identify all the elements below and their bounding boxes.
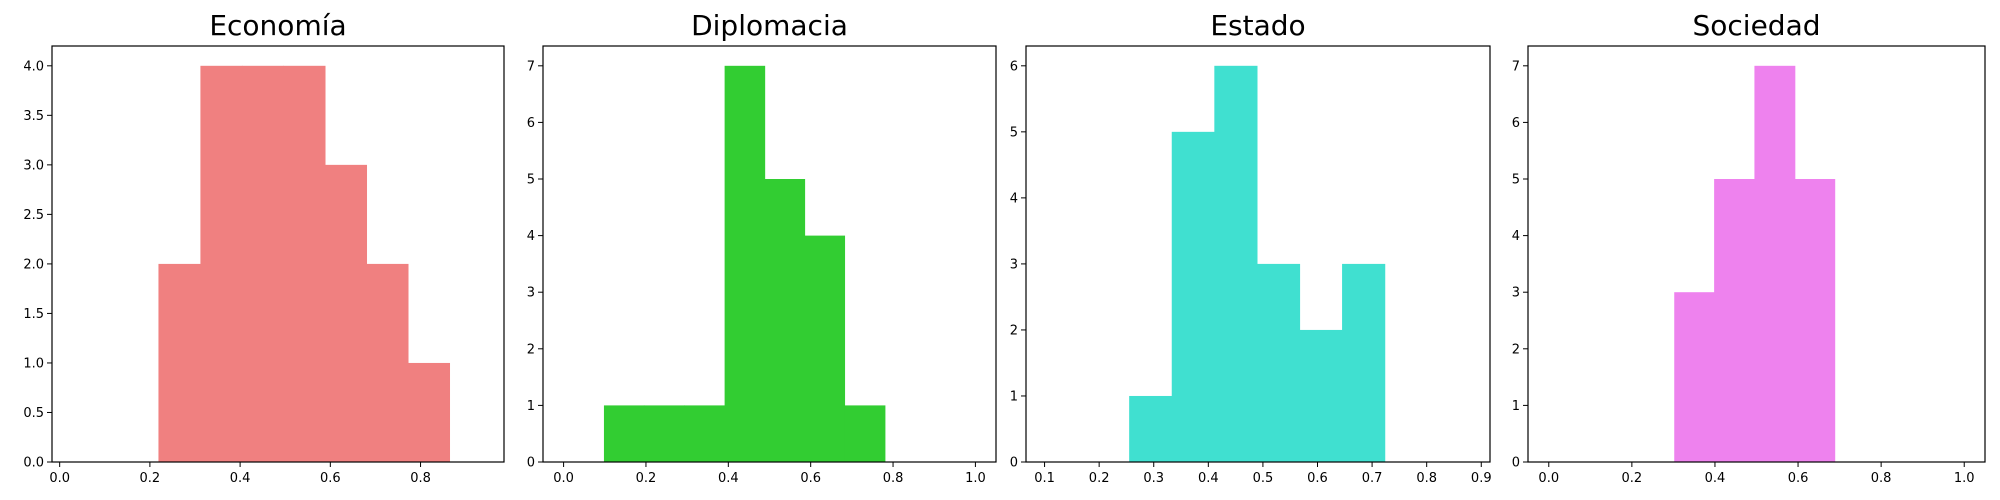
y-tick-label: 0 — [527, 456, 535, 471]
histogram-panel: 0.0 0.2 0.4 0.6 0.8 1.0 0 1 2 3 4 5 6 7 Diplomacia — [527, 9, 997, 486]
x-tick-label: 0.0 — [1538, 471, 1559, 486]
histogram-bar — [1129, 395, 1173, 462]
x-tick-label: 0.6 — [1788, 471, 1809, 486]
axes-frame — [542, 45, 997, 463]
x-tick-label: 0.0 — [49, 471, 70, 486]
y-tick-label: 1 — [1010, 389, 1018, 404]
histogram-bar — [324, 164, 368, 462]
y-tick-label: 3 — [1512, 286, 1520, 301]
y-tick-label: 1.0 — [23, 356, 44, 371]
histogram-bar — [283, 65, 326, 463]
x-tick-label: 0.4 — [1705, 471, 1726, 486]
y-tick-label: 3.5 — [23, 109, 44, 124]
y-tick-label: 2.0 — [23, 257, 44, 272]
histogram-bar — [200, 65, 243, 463]
histogram-bar — [1171, 131, 1215, 463]
histogram-bar — [603, 405, 645, 462]
y-tick-label: 5 — [527, 173, 535, 188]
histogram-bar — [407, 362, 451, 462]
histogram-panel: 0.0 0.2 0.4 0.6 0.8 1.0 0 1 2 3 4 5 6 7 Sociedad — [1512, 9, 1986, 486]
y-tick-label: 5 — [1010, 125, 1018, 140]
histogram-bar — [158, 263, 202, 462]
x-tick-label: 0.8 — [1416, 471, 1437, 486]
chart-title: Sociedad — [1692, 9, 1820, 42]
y-tick-label: 6 — [527, 116, 535, 131]
y-tick-label: 1 — [527, 399, 535, 414]
axes-frame — [1025, 45, 1491, 463]
y-tick-label: 4 — [1512, 229, 1520, 244]
y-tick-label: 2 — [1010, 323, 1018, 338]
histogram-bar — [1214, 65, 1258, 463]
histogram-bar — [1794, 179, 1836, 462]
x-tick-label: 0.4 — [1198, 471, 1219, 486]
x-tick-label: 0.9 — [1471, 471, 1492, 486]
histogram-bar — [1256, 263, 1301, 462]
histogram-bar — [1714, 179, 1756, 462]
y-tick-label: 2.5 — [23, 208, 44, 223]
x-tick-label: 1.0 — [965, 471, 986, 486]
histogram-bar — [844, 405, 886, 462]
y-tick-label: 7 — [1512, 59, 1520, 74]
chart-title: Diplomacia — [691, 9, 848, 42]
histogram-bar — [366, 263, 409, 462]
y-tick-label: 7 — [527, 59, 535, 74]
x-tick-label: 1.0 — [1954, 471, 1975, 486]
x-tick-label: 0.3 — [1143, 471, 1164, 486]
y-tick-label: 5 — [1512, 173, 1520, 188]
y-tick-label: 0.0 — [23, 456, 44, 471]
x-tick-label: 0.2 — [1622, 471, 1643, 486]
x-tick-label: 0.6 — [1307, 471, 1328, 486]
x-tick-label: 0.6 — [320, 471, 341, 486]
histogram-bar — [724, 65, 766, 463]
histogram-bar — [1754, 65, 1796, 463]
y-tick-label: 4.0 — [23, 59, 44, 74]
histogram-bar — [1674, 292, 1715, 462]
x-tick-label: 0.2 — [140, 471, 161, 486]
y-tick-label: 0 — [1010, 456, 1018, 471]
y-tick-label: 6 — [1010, 59, 1018, 74]
histogram-bar — [764, 179, 806, 462]
x-tick-label: 0.8 — [1871, 471, 1892, 486]
histogram-bar — [643, 405, 685, 462]
histogram-bar — [804, 235, 846, 462]
x-tick-label: 0.2 — [636, 471, 657, 486]
y-tick-label: 0.5 — [23, 406, 44, 421]
x-tick-label: 0.8 — [883, 471, 904, 486]
x-tick-label: 0.2 — [1089, 471, 1110, 486]
y-tick-label: 3 — [1010, 257, 1018, 272]
axes-frame — [51, 45, 505, 463]
y-tick-label: 0 — [1512, 456, 1520, 471]
histogram-bar — [1342, 263, 1386, 462]
y-tick-label: 6 — [1512, 116, 1520, 131]
y-tick-label: 1 — [1512, 399, 1520, 414]
chart-title: Estado — [1210, 9, 1305, 42]
x-tick-label: 0.5 — [1253, 471, 1274, 486]
x-tick-label: 0.0 — [553, 471, 574, 486]
histogram-panel: 0.0 0.2 0.4 0.6 0.8 0.0 0.5 1.0 1.5 2.0 2.5 3.0 3.5 4… — [23, 9, 505, 486]
histogram-panel: 0.1 0.2 0.3 0.4 0.5 0.6 0.7 0.8 0.9 0 1 2 3 4 5 6 Estado — [1010, 9, 1492, 486]
y-tick-label: 3.0 — [23, 158, 44, 173]
axes-frame — [1527, 45, 1986, 463]
histogram-bar — [241, 65, 285, 463]
y-tick-label: 3 — [527, 286, 535, 301]
y-tick-label: 1.5 — [23, 307, 44, 322]
x-tick-label: 0.8 — [410, 471, 431, 486]
x-tick-label: 0.1 — [1034, 471, 1055, 486]
y-tick-label: 2 — [1512, 342, 1520, 357]
chart-title: Economía — [209, 9, 346, 42]
y-tick-label: 4 — [1010, 191, 1018, 206]
x-tick-label: 0.4 — [230, 471, 251, 486]
histogram-bar — [1299, 329, 1343, 462]
x-tick-label: 0.7 — [1362, 471, 1383, 486]
y-tick-label: 2 — [527, 342, 535, 357]
histogram-bar — [684, 405, 726, 462]
y-tick-label: 4 — [527, 229, 535, 244]
x-tick-label: 0.4 — [718, 471, 739, 486]
x-tick-label: 0.6 — [800, 471, 821, 486]
